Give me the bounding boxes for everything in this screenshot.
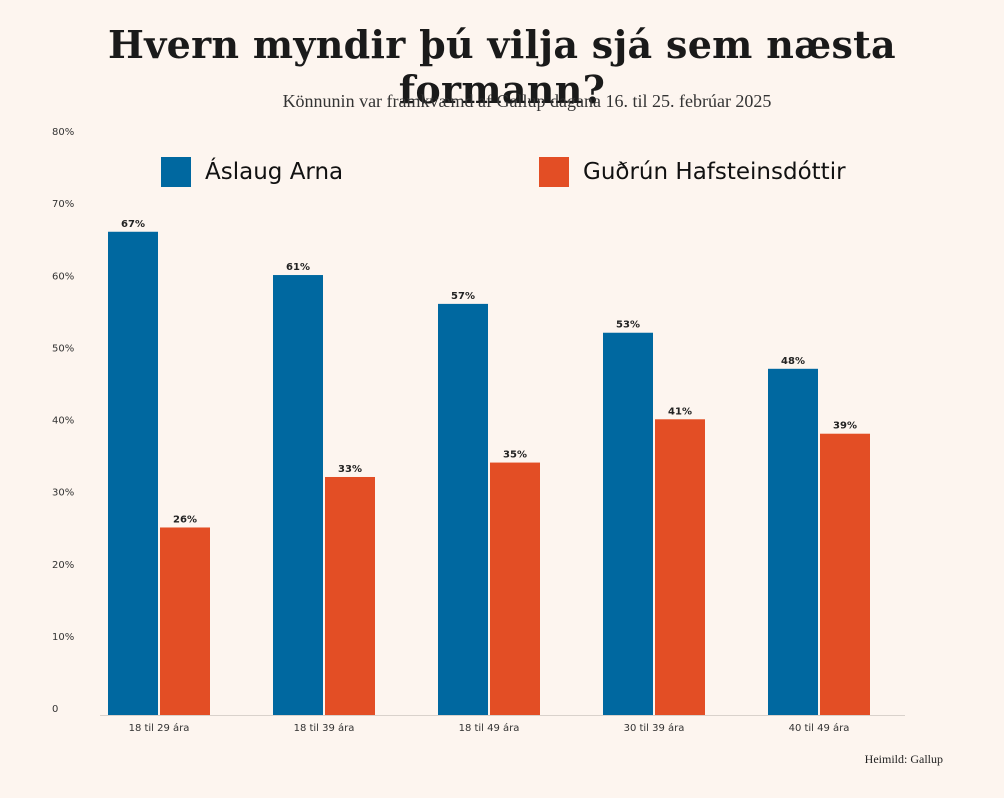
legend-item-gudrun: Guðrún Hafsteinsdóttir <box>539 156 846 188</box>
bar <box>108 231 158 715</box>
y-tick-label: 70% <box>52 199 74 210</box>
legend-swatch-gudrun <box>539 157 569 187</box>
bar-data-label: 35% <box>503 450 527 461</box>
bar-data-label: 48% <box>781 356 805 367</box>
bar-data-label: 33% <box>338 464 362 475</box>
bar-data-label: 41% <box>668 406 692 417</box>
bar <box>490 462 540 715</box>
bar-data-label: 39% <box>833 421 857 432</box>
chart-subtitle: Könnunin var framkvæmd af Gallup dagana … <box>282 91 772 111</box>
bar <box>160 527 210 715</box>
y-tick-label: 40% <box>52 416 74 427</box>
legend-item-aslaug: Áslaug Arna <box>161 156 343 188</box>
bar <box>603 332 653 715</box>
x-category-label: 18 til 29 ára <box>129 722 190 734</box>
bar-data-label: 67% <box>121 219 145 230</box>
x-category-label: 18 til 39 ára <box>294 722 355 734</box>
legend-label-aslaug: Áslaug Arna <box>205 159 344 185</box>
y-tick-label: 0 <box>52 704 58 715</box>
y-tick-label: 50% <box>52 343 74 354</box>
y-tick-label: 20% <box>52 560 74 571</box>
x-category-label: 30 til 39 ára <box>624 722 685 734</box>
y-tick-label: 80% <box>52 127 74 138</box>
bar-data-label: 61% <box>286 262 310 273</box>
y-tick-label: 60% <box>52 271 74 282</box>
bar-data-label: 26% <box>173 514 197 525</box>
bar <box>273 275 323 715</box>
bar <box>655 419 705 715</box>
bar-data-label: 57% <box>451 291 475 302</box>
legend-label-gudrun: Guðrún Hafsteinsdóttir <box>583 159 846 185</box>
bar <box>438 303 488 715</box>
x-category-label: 40 til 49 ára <box>789 722 850 734</box>
x-category-label: 18 til 49 ára <box>459 722 520 734</box>
bar-data-label: 53% <box>616 320 640 331</box>
legend-swatch-aslaug <box>161 157 191 187</box>
y-tick-label: 30% <box>52 488 74 499</box>
chart-title: Hvern myndir þú vilja sjá sem næsta form… <box>108 22 896 112</box>
bar <box>820 433 870 715</box>
y-tick-label: 10% <box>52 632 74 643</box>
bar <box>325 476 375 715</box>
source-note: Heimild: Gallup <box>864 752 943 766</box>
bar <box>768 368 818 715</box>
